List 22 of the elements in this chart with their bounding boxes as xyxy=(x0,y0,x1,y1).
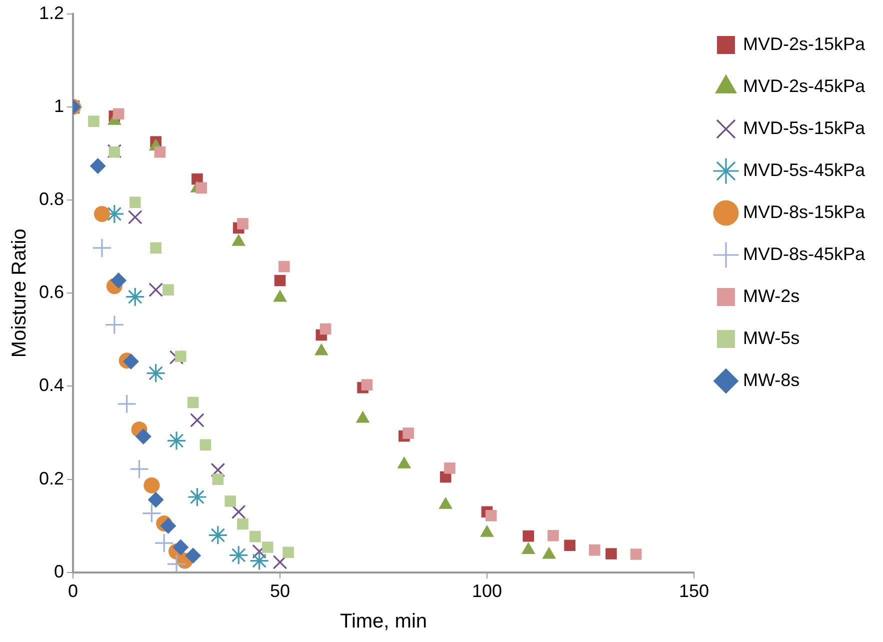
legend-label: MVD-8s-15kPa xyxy=(742,202,866,222)
legend-label: MVD-5s-15kPa xyxy=(742,118,866,138)
legend-label: MVD-2s-45kPa xyxy=(742,76,866,96)
legend-label: MW-2s xyxy=(742,286,800,306)
y-tick-label: 1.2 xyxy=(38,2,64,23)
x-axis-title: Time, min xyxy=(340,610,428,633)
y-tick-label: 0.6 xyxy=(38,282,64,302)
y-tick-label: 0.4 xyxy=(38,375,64,396)
legend-label: MVD-2s-15kPa xyxy=(742,34,866,54)
legend-label: MW-8s xyxy=(742,370,800,390)
y-tick-label: 0.8 xyxy=(38,188,64,209)
y-tick-label: 1 xyxy=(54,96,64,116)
x-tick-label: 150 xyxy=(678,581,709,602)
x-tick-label: 100 xyxy=(472,581,502,602)
x-tick-label: 0 xyxy=(68,581,78,602)
x-tick-label: 50 xyxy=(270,581,290,602)
y-tick-label: 0.2 xyxy=(38,468,64,488)
legend-label: MW-5s xyxy=(742,328,800,348)
y-axis-title: Moisture Ratio xyxy=(8,228,31,358)
legend-label: MVD-8s-45kPa xyxy=(742,244,866,264)
y-tick-label: 0 xyxy=(54,561,64,582)
legend-label: MVD-5s-45kPa xyxy=(742,160,866,180)
